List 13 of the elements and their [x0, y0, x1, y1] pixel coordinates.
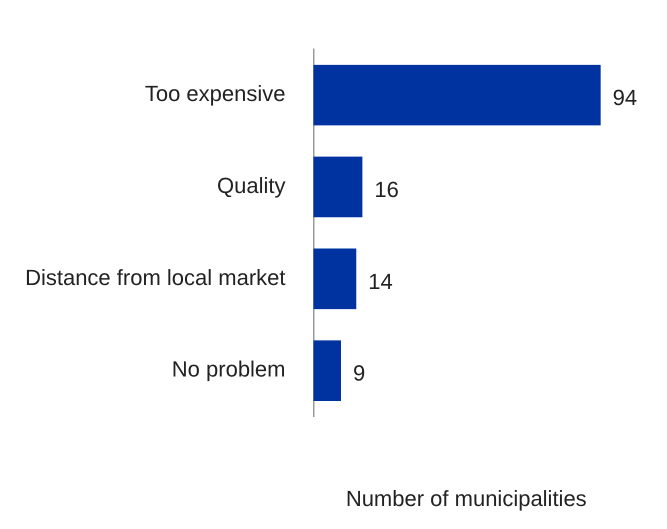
- bar: [314, 156, 362, 218]
- data-label: 14: [368, 268, 393, 294]
- data-label: 9: [352, 360, 366, 386]
- y-tick-label: Too expensive: [144, 81, 286, 106]
- y-tick-label: No problem: [172, 356, 286, 382]
- x-axis-title: Number of municipalities: [346, 486, 587, 511]
- data-label: 94: [612, 85, 638, 110]
- bar: [314, 64, 601, 126]
- bar: [314, 248, 356, 310]
- y-tick-label: Distance from local market: [25, 264, 286, 290]
- data-label: 16: [374, 177, 399, 202]
- y-tick-label: Quality: [217, 173, 286, 198]
- bar: [314, 340, 341, 401]
